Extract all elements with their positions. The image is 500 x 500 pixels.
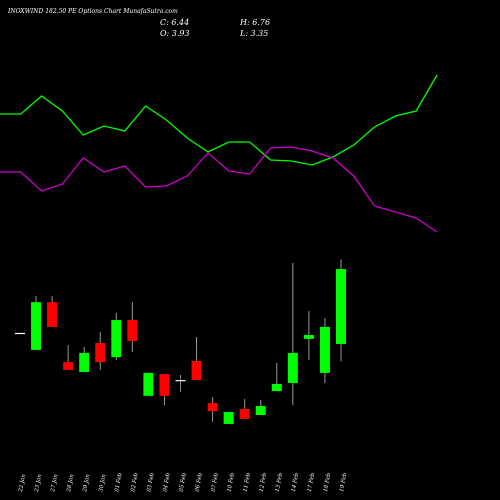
x-tick-label: 22 Jan [18,473,27,493]
candle-body [159,374,170,396]
chart-title: INOXWIND 182.50 PE Options Chart MunafaS… [7,8,178,15]
candle-body [79,352,90,372]
x-tick-label: 17 Feb [307,472,316,492]
x-tick-label: 12 Feb [259,472,268,492]
x-tick-label: 01 Feb [114,472,123,492]
candle-body [303,334,314,339]
candle-body [207,403,218,412]
indicator-line [0,146,438,233]
candle-body [127,320,138,341]
x-tick-label: 11 Feb [243,472,252,492]
x-tick-label: 02 Feb [130,472,139,492]
candle-body [31,302,42,350]
x-tick-label: 18 Feb [323,472,332,492]
candle-body [319,326,330,373]
candle-body [336,269,346,344]
x-tick-label: 29 Jan [82,473,91,493]
x-tick-label: 13 Feb [275,472,284,492]
candle-body [111,320,122,358]
x-tick-label: 27 Jan [50,473,59,493]
candle-body [175,380,186,382]
x-tick-label: 23 Jan [34,473,43,493]
candle-body [63,362,74,370]
x-tick-label: 07 Feb [211,472,220,492]
indicator-line [0,74,438,166]
x-tick-label: 10 Feb [227,472,236,492]
candle-body [15,332,25,335]
candle-body [47,302,58,327]
x-tick-label: 30 Jan [98,473,107,492]
x-tick-label: 04 Feb [163,472,172,492]
candle-body [143,372,154,396]
x-tick-label: 05 Feb [179,472,188,492]
close-label: C: 6.44 [160,18,189,27]
high-label: H: 6.76 [239,18,270,27]
low-label: L: 3.35 [239,29,268,38]
candle-body [223,411,234,424]
candle-body [239,409,250,419]
x-tick-label: 03 Feb [146,472,155,492]
candle-body [287,352,298,384]
candle-body [95,343,106,363]
x-tick-label: 28 Jan [66,473,75,493]
candle-body [255,406,266,415]
x-tick-label: 19 Feb [339,472,348,492]
x-tick-label: 14 Feb [291,472,300,492]
candle-body [271,383,282,392]
open-label: O: 3.93 [160,29,190,38]
x-tick-label: 06 Feb [195,472,204,492]
candle-body [191,360,202,381]
